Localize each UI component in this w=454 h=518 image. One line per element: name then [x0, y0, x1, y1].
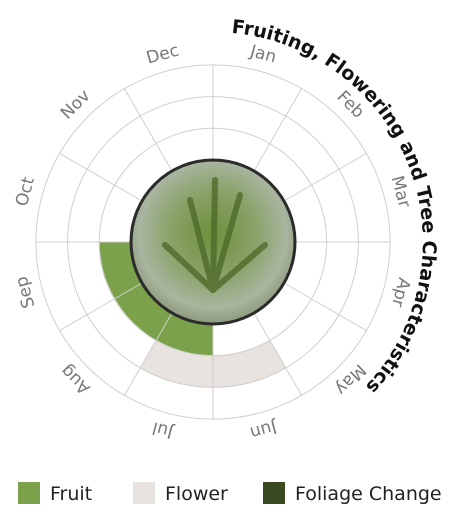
month-label: Aug — [57, 360, 95, 398]
month-label: Jul — [150, 417, 176, 442]
legend-label: Fruit — [50, 483, 92, 505]
sector — [212, 339, 287, 388]
photo-leaves — [162, 177, 268, 293]
month-label: Oct — [12, 175, 39, 209]
month-label: Nov — [57, 86, 95, 124]
spoke — [253, 88, 302, 172]
legend-label: Flower — [165, 483, 228, 505]
legend-swatch — [263, 482, 285, 504]
month-label: Dec — [144, 41, 181, 69]
spoke — [59, 153, 143, 202]
spoke — [124, 312, 173, 396]
month-label: Jun — [248, 416, 280, 442]
spoke — [59, 282, 143, 331]
legend-label: Foliage Change — [295, 483, 442, 505]
spoke — [253, 312, 302, 396]
legend-swatch — [18, 482, 40, 504]
month-label: Sep — [12, 274, 40, 310]
legend: Fruit Flower Foliage Change — [18, 482, 442, 505]
legend-swatch — [133, 482, 155, 504]
spoke — [124, 88, 173, 172]
spoke — [283, 282, 367, 331]
spoke — [283, 153, 367, 202]
month-label: May — [331, 360, 370, 399]
